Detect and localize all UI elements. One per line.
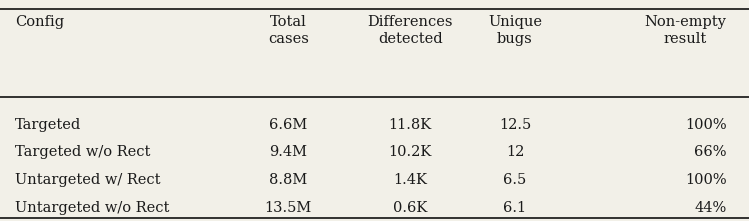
Text: 100%: 100% xyxy=(685,173,727,187)
Text: Targeted w/o Rect: Targeted w/o Rect xyxy=(15,145,151,160)
Text: 44%: 44% xyxy=(694,201,727,215)
Text: Targeted: Targeted xyxy=(15,118,81,132)
Text: 11.8K: 11.8K xyxy=(389,118,431,132)
Text: 6.1: 6.1 xyxy=(503,201,527,215)
Text: Non-empty
result: Non-empty result xyxy=(645,15,727,46)
Text: Unique
bugs: Unique bugs xyxy=(488,15,542,46)
Text: 9.4M: 9.4M xyxy=(270,145,307,160)
Text: 100%: 100% xyxy=(685,118,727,132)
Text: 8.8M: 8.8M xyxy=(269,173,308,187)
Text: Untargeted w/ Rect: Untargeted w/ Rect xyxy=(15,173,160,187)
Text: 6.6M: 6.6M xyxy=(269,118,308,132)
Text: 66%: 66% xyxy=(694,145,727,160)
Text: 0.6K: 0.6K xyxy=(393,201,427,215)
Text: Untargeted w/o Rect: Untargeted w/o Rect xyxy=(15,201,169,215)
Text: 12: 12 xyxy=(506,145,524,160)
Text: Differences
detected: Differences detected xyxy=(367,15,453,46)
Text: Total
cases: Total cases xyxy=(268,15,309,46)
Text: Config: Config xyxy=(15,15,64,29)
Text: 12.5: 12.5 xyxy=(499,118,531,132)
Text: 1.4K: 1.4K xyxy=(393,173,427,187)
Text: 6.5: 6.5 xyxy=(503,173,527,187)
Text: 10.2K: 10.2K xyxy=(389,145,431,160)
Text: 13.5M: 13.5M xyxy=(264,201,312,215)
